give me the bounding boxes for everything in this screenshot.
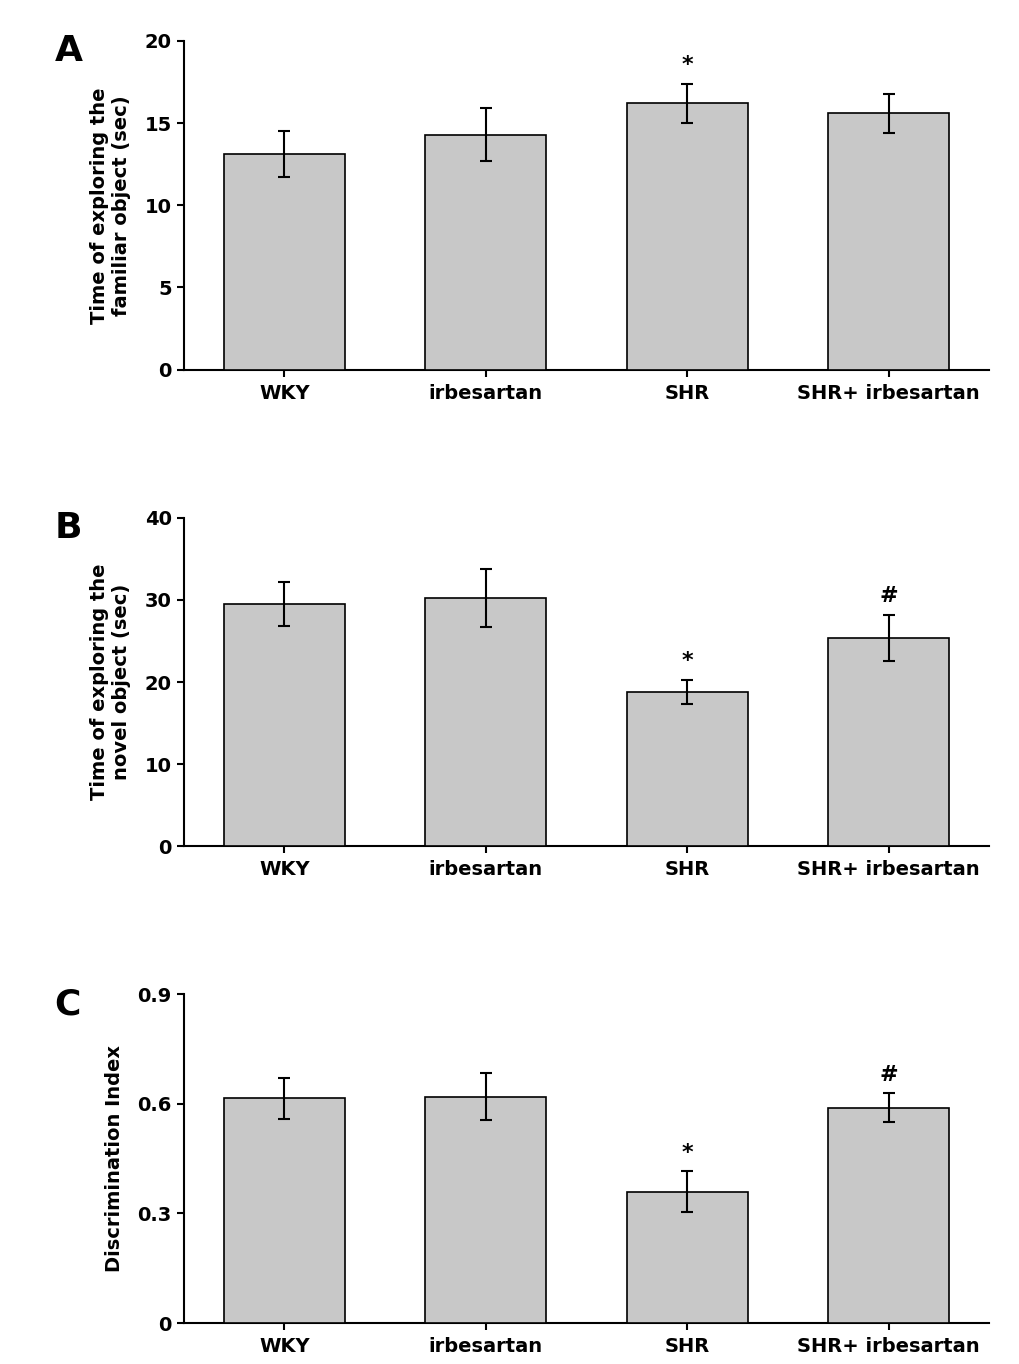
Text: *: * xyxy=(681,56,692,75)
Y-axis label: Discrimination Index: Discrimination Index xyxy=(104,1045,123,1273)
Bar xyxy=(223,604,344,847)
Y-axis label: Time of exploring the
novel object (sec): Time of exploring the novel object (sec) xyxy=(90,563,130,801)
Bar xyxy=(425,599,546,847)
Text: B: B xyxy=(55,512,83,546)
Text: C: C xyxy=(55,988,81,1022)
Text: *: * xyxy=(681,1143,692,1163)
Bar xyxy=(827,637,949,847)
Bar xyxy=(626,1192,747,1323)
Y-axis label: Time of exploring the
familiar object (sec): Time of exploring the familiar object (s… xyxy=(90,87,130,323)
Text: A: A xyxy=(55,34,83,68)
Text: *: * xyxy=(681,652,692,671)
Bar xyxy=(827,1108,949,1323)
Bar xyxy=(626,692,747,847)
Bar xyxy=(223,1098,344,1323)
Text: #: # xyxy=(878,587,897,607)
Bar xyxy=(223,154,344,370)
Bar xyxy=(827,113,949,370)
Bar xyxy=(626,104,747,370)
Text: #: # xyxy=(878,1065,897,1084)
Bar xyxy=(425,135,546,370)
Bar xyxy=(425,1097,546,1323)
